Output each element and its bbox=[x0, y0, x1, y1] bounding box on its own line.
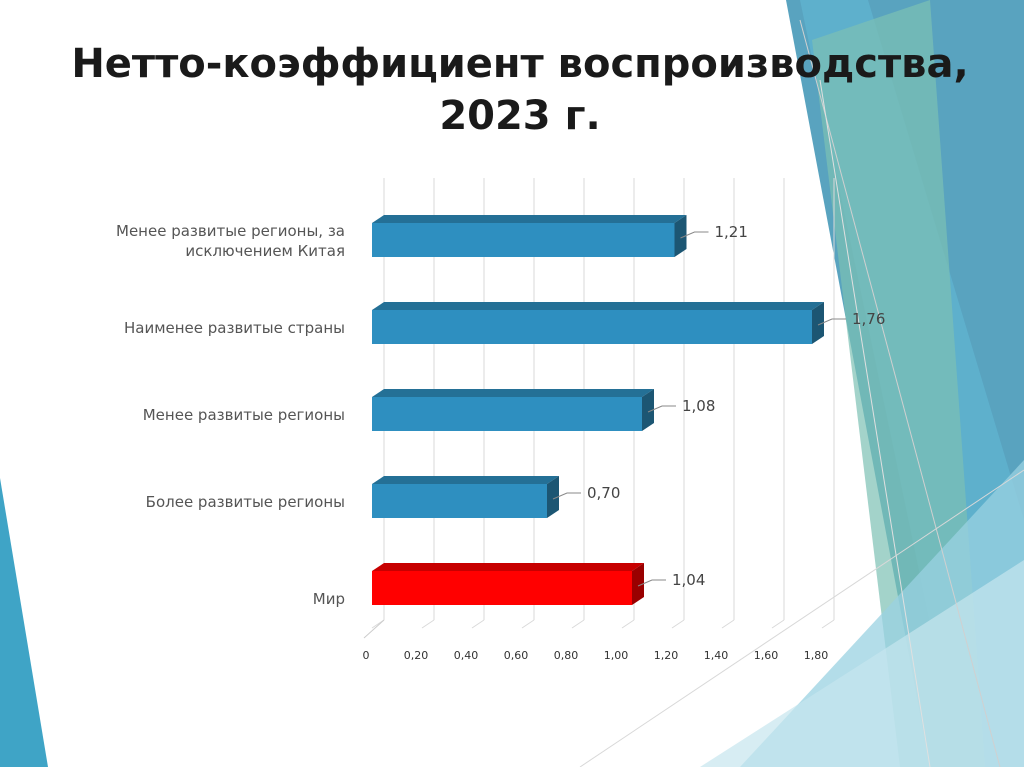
x-tick-label: 1,20 bbox=[654, 649, 679, 662]
decor-thin-line-b bbox=[579, 469, 1024, 767]
x-tick-label: 1,40 bbox=[704, 649, 729, 662]
bar bbox=[372, 223, 675, 257]
title-line-2: 2023 г. bbox=[439, 93, 601, 139]
bar-top-face bbox=[372, 476, 559, 484]
decor-thin-line-a bbox=[799, 19, 1001, 767]
floor-gridline bbox=[471, 619, 485, 629]
bars bbox=[372, 215, 824, 605]
floor-gridline bbox=[771, 619, 785, 629]
floor-gridline bbox=[421, 619, 435, 629]
category-label: Наименее развитые страны bbox=[124, 319, 345, 337]
bar-top-face bbox=[372, 563, 644, 571]
bar bbox=[372, 571, 632, 605]
floor-gridline bbox=[521, 619, 535, 629]
bar bbox=[372, 397, 642, 431]
floor-gridline bbox=[571, 619, 585, 629]
floor-gridline bbox=[721, 619, 735, 629]
decor-thin-line-c bbox=[819, 79, 931, 767]
x-tick-label: 0,40 bbox=[454, 649, 479, 662]
category-label: Мир bbox=[313, 590, 345, 608]
bar-end-face bbox=[632, 563, 644, 605]
category-label: Более развитые регионы bbox=[146, 493, 345, 511]
x-tick-label: 1,60 bbox=[754, 649, 779, 662]
title-line-1: Нетто-коэффициент воспроизводства, bbox=[71, 41, 969, 87]
x-tick-label: 0,20 bbox=[404, 649, 429, 662]
value-label: 0,70 bbox=[587, 484, 620, 502]
value-label: 1,21 bbox=[715, 223, 748, 241]
bar-top-face bbox=[372, 389, 654, 397]
decor-bottom-light-sweep bbox=[700, 560, 1024, 767]
floor-gridline bbox=[621, 619, 635, 629]
value-leader-line bbox=[680, 231, 709, 239]
x-tick-label: 0,80 bbox=[554, 649, 579, 662]
x-tick-label: 1,00 bbox=[604, 649, 629, 662]
value-label: 1,76 bbox=[852, 310, 885, 328]
floor-edge bbox=[363, 619, 385, 639]
page-title: Нетто-коэффициент воспроизводства, 2023 … bbox=[0, 38, 1024, 142]
value-leader-line bbox=[647, 405, 676, 413]
bar-end-face bbox=[812, 302, 824, 344]
floor-gridline bbox=[821, 619, 835, 629]
category-label: Менее развитые регионы bbox=[143, 406, 345, 424]
bar-end-face bbox=[547, 476, 559, 518]
bar-top-face bbox=[372, 302, 824, 310]
value-label: 1,08 bbox=[682, 397, 715, 415]
x-tick-label: 0,60 bbox=[504, 649, 529, 662]
floor-gridline bbox=[671, 619, 685, 629]
bar-end-face bbox=[674, 215, 687, 257]
labels: 0 0,20 0,40 0,60 0,80 1,00 1,20 1,40 1,60 1,80 1,2… bbox=[116, 222, 885, 662]
decor-left-wedge bbox=[0, 478, 48, 767]
bar-end-face bbox=[642, 389, 654, 431]
value-label: 1,04 bbox=[672, 571, 705, 589]
value-leader-line bbox=[637, 579, 666, 587]
bar-top-face bbox=[372, 215, 687, 223]
bar bbox=[372, 310, 812, 344]
x-tick-label: 0 bbox=[363, 649, 370, 662]
category-label: Менее развитые регионы, за bbox=[116, 222, 345, 240]
category-label: исключением Китая bbox=[185, 242, 345, 260]
value-leader-line bbox=[817, 318, 846, 326]
x-tick-label: 1,80 bbox=[804, 649, 829, 662]
bar bbox=[372, 484, 547, 518]
value-leader-line bbox=[552, 492, 581, 500]
